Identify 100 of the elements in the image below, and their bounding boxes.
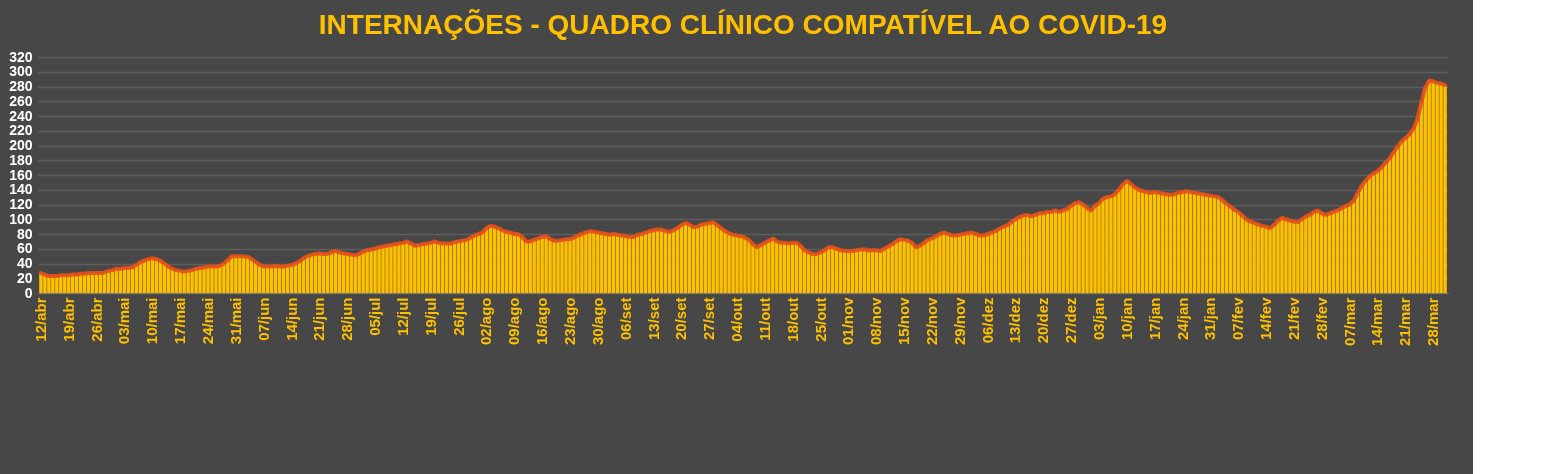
bar — [1081, 204, 1085, 293]
bar — [1065, 208, 1069, 293]
bar — [564, 239, 568, 293]
bar — [950, 235, 954, 293]
bar — [1292, 221, 1296, 293]
bar — [1252, 222, 1256, 293]
bar — [1093, 205, 1097, 293]
bar — [882, 248, 886, 293]
bar — [1435, 82, 1439, 293]
x-tick-label: 03/mai — [115, 297, 133, 345]
bar — [1077, 202, 1081, 293]
x-tick-label: 27/dez — [1062, 297, 1080, 344]
bar — [429, 242, 433, 293]
y-tick-label: 80 — [16, 225, 33, 242]
bar — [767, 240, 771, 293]
y-tick-label: 280 — [9, 78, 33, 94]
bar — [596, 232, 600, 293]
y-tick-label: 40 — [16, 255, 33, 271]
bar — [1296, 222, 1300, 293]
bar — [417, 245, 421, 293]
x-tick-label: 09/ago — [505, 297, 523, 346]
bar — [349, 254, 353, 293]
bar — [1443, 85, 1447, 293]
bar — [226, 259, 230, 293]
x-tick-label: 21/fev — [1284, 296, 1302, 341]
bar — [222, 263, 226, 293]
bar — [1232, 209, 1236, 293]
x-tick-label: 02/ago — [477, 297, 495, 346]
bar — [1069, 205, 1073, 293]
bar — [1129, 183, 1133, 293]
bar — [584, 232, 588, 293]
bar — [381, 246, 385, 293]
bar — [182, 271, 186, 293]
bar — [365, 250, 369, 293]
bar — [218, 265, 222, 293]
bar — [1097, 203, 1101, 293]
x-tick-label: 10/jan — [1117, 297, 1135, 341]
bar — [771, 238, 775, 293]
x-tick-label: 28/fev — [1312, 296, 1330, 341]
bar — [548, 239, 552, 293]
bar — [580, 234, 584, 293]
bar — [1053, 210, 1057, 293]
bar — [345, 253, 349, 293]
chart-title: INTERNAÇÕES - QUADRO CLÍNICO COMPATÍVEL AO COVID-19 — [318, 9, 1168, 40]
bar — [711, 222, 715, 293]
bar — [779, 242, 783, 293]
bar — [421, 244, 425, 293]
x-tick-label: 29/nov — [950, 296, 968, 346]
bar — [918, 245, 922, 293]
bar — [958, 234, 962, 293]
bar — [568, 239, 572, 293]
bar — [556, 240, 560, 293]
bar — [588, 231, 592, 293]
y-tick-label: 220 — [9, 122, 33, 139]
bar — [1280, 217, 1284, 293]
bar — [572, 237, 576, 293]
x-tick-label: 26/jul — [449, 297, 467, 336]
bar — [214, 266, 218, 293]
bar — [1268, 228, 1272, 293]
bar — [1288, 220, 1292, 293]
bar — [902, 239, 906, 293]
bar — [1113, 194, 1117, 293]
bar — [393, 244, 397, 293]
y-tick-label: 20 — [16, 269, 33, 286]
bar — [743, 237, 747, 293]
bar — [238, 256, 242, 293]
bar — [1141, 191, 1145, 293]
x-tick-label: 14/mar — [1368, 297, 1386, 346]
bar — [1101, 198, 1105, 293]
bar — [1272, 225, 1276, 293]
bar — [170, 268, 174, 293]
bar — [202, 267, 206, 293]
bar — [1300, 219, 1304, 293]
x-tick-label: 12/jul — [393, 297, 411, 336]
y-tick-label: 260 — [9, 92, 33, 109]
x-tick-label: 24/mai — [199, 297, 217, 345]
y-tick-label: 60 — [16, 240, 33, 257]
bar — [369, 249, 373, 293]
bar — [397, 243, 401, 293]
x-tick-label: 14/jun — [282, 297, 300, 341]
x-tick-label: 15/nov — [895, 296, 913, 346]
bar — [389, 245, 393, 293]
bar — [731, 234, 735, 293]
y-tick-label: 300 — [9, 63, 33, 80]
bar — [962, 234, 966, 293]
x-tick-label: 10/mai — [143, 297, 161, 345]
bar — [898, 239, 902, 293]
bar — [942, 232, 946, 293]
bar — [938, 234, 942, 293]
bar — [230, 256, 234, 293]
bar — [576, 235, 580, 293]
bar — [886, 246, 890, 293]
bar — [401, 242, 405, 293]
bar — [1248, 221, 1252, 293]
x-tick-label: 31/mai — [226, 297, 244, 345]
bar — [174, 270, 178, 293]
x-tick-label: 18/out — [783, 297, 801, 342]
x-tick-label: 13/dez — [1006, 297, 1024, 344]
bar — [373, 248, 377, 293]
bar — [532, 239, 536, 293]
